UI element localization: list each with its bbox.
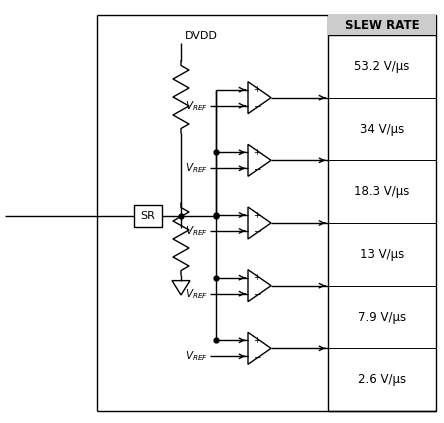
- Text: $V_{REF}$: $V_{REF}$: [185, 224, 208, 238]
- Text: $V_{REF}$: $V_{REF}$: [185, 162, 208, 175]
- Text: +: +: [253, 85, 260, 94]
- Text: 34 V/μs: 34 V/μs: [360, 123, 404, 135]
- Text: −: −: [253, 226, 261, 236]
- Text: $V_{REF}$: $V_{REF}$: [185, 349, 208, 363]
- Text: −: −: [253, 101, 261, 110]
- Text: $V_{REF}$: $V_{REF}$: [185, 99, 208, 113]
- Text: SLEW RATE: SLEW RATE: [345, 19, 419, 31]
- Bar: [134, 205, 162, 227]
- Text: −: −: [253, 289, 261, 298]
- Text: SR: SR: [141, 211, 155, 221]
- Text: 13 V/μs: 13 V/μs: [360, 248, 404, 261]
- Text: 7.9 V/μs: 7.9 V/μs: [358, 310, 406, 324]
- Text: −: −: [253, 352, 261, 361]
- Text: +: +: [253, 211, 260, 220]
- Text: +: +: [253, 148, 260, 157]
- Text: −: −: [253, 164, 261, 173]
- Text: 18.3 V/μs: 18.3 V/μs: [354, 185, 410, 198]
- Text: 53.2 V/μs: 53.2 V/μs: [354, 60, 410, 73]
- Text: +: +: [253, 273, 260, 282]
- Text: $V_{REF}$: $V_{REF}$: [185, 287, 208, 301]
- Text: +: +: [253, 336, 260, 345]
- Bar: [328, 15, 436, 411]
- Text: 2.6 V/μs: 2.6 V/μs: [358, 373, 406, 386]
- Text: DVDD: DVDD: [185, 31, 218, 41]
- Bar: [328, 15, 436, 35]
